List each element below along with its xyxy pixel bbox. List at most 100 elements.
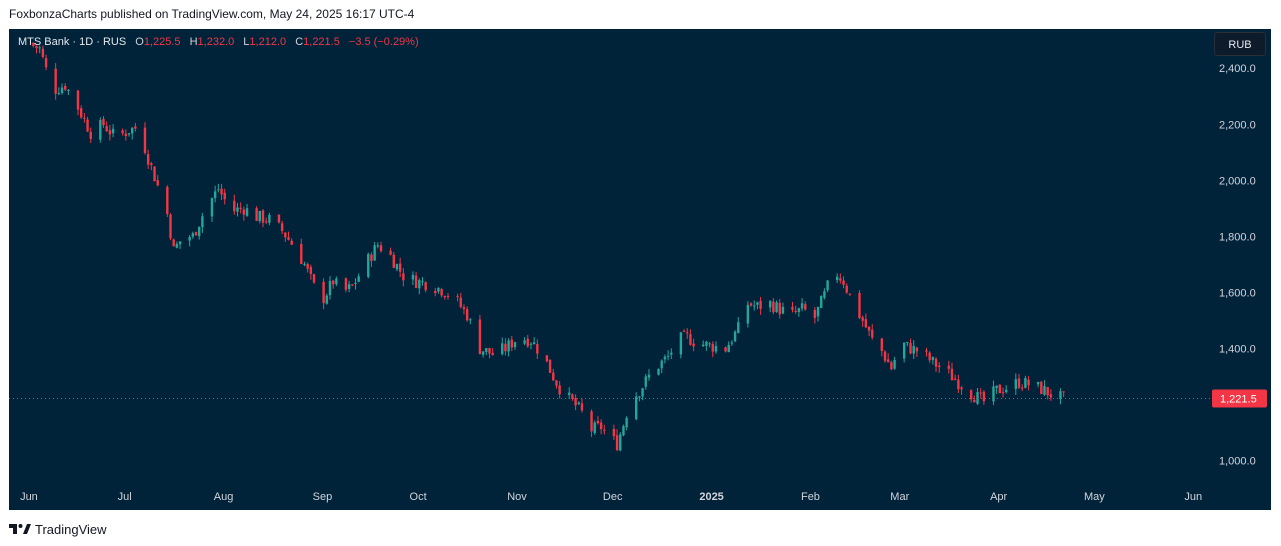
candle-body (373, 245, 376, 261)
candle-body (357, 276, 360, 282)
candle-body (532, 342, 536, 345)
candle-body (749, 303, 753, 306)
candle-body (555, 380, 558, 386)
candle-body (331, 280, 335, 285)
candle-body (775, 302, 778, 312)
last-price-label: 1,221.5 (1220, 394, 1257, 406)
candle-body (915, 347, 919, 352)
candle-body (906, 341, 909, 343)
candle-body (233, 200, 236, 212)
candle-body (191, 233, 195, 237)
candle-body (44, 58, 48, 68)
candle-body (153, 166, 156, 182)
x-tick-label: Jun (20, 491, 38, 503)
candle-body (513, 342, 517, 348)
candle-body (816, 306, 820, 317)
candle-body (124, 133, 128, 136)
candle-body (842, 280, 845, 285)
candle-body (1046, 387, 1049, 396)
candle-body (947, 365, 951, 369)
candle-body (459, 297, 462, 307)
candle-body (367, 254, 370, 277)
x-tick-label: Nov (507, 491, 527, 503)
candle-body (481, 351, 485, 355)
candle-body (1017, 378, 1021, 388)
candle-body (577, 402, 580, 405)
candle-body (622, 426, 625, 436)
candle-body (612, 428, 616, 437)
x-tick-label: 2025 (699, 491, 723, 503)
chart-pane[interactable] (9, 29, 1271, 510)
candle-body (558, 385, 561, 395)
candle-body (711, 343, 714, 352)
low-label: L (243, 36, 250, 48)
candle-body (446, 296, 450, 298)
candle-body (121, 130, 124, 134)
y-tick-label: 1,800.0 (1219, 231, 1256, 243)
candle-body (1020, 387, 1024, 389)
candle-body (880, 338, 884, 351)
candle-body (510, 339, 514, 348)
candle-body (727, 345, 730, 353)
candle-body (485, 348, 488, 352)
candle-body (928, 352, 931, 361)
candle-body (1040, 381, 1043, 394)
candle-body (64, 85, 67, 90)
x-tick-label: Oct (410, 491, 427, 503)
candle-body (424, 282, 427, 291)
candle-body (938, 365, 941, 368)
candle-body (1036, 382, 1040, 385)
candle-body (950, 368, 954, 381)
candle-body (568, 392, 571, 395)
candle-body (839, 278, 842, 281)
candle-body (60, 87, 64, 93)
candle-body (689, 334, 692, 345)
candle-body (255, 208, 258, 221)
candle-body (57, 93, 61, 95)
y-tick-label: 2,400.0 (1219, 63, 1256, 75)
candle-body (245, 208, 249, 216)
candle-body (217, 189, 220, 191)
candle-body (108, 130, 112, 135)
candle-body (127, 133, 131, 135)
candle-body (389, 250, 392, 255)
publisher-line: FoxbonzaCharts published on TradingView.… (9, 7, 415, 21)
candle-body (290, 240, 293, 245)
candle-body (156, 180, 159, 186)
candle-body (705, 341, 708, 346)
candle-body (478, 319, 482, 355)
candle-body (83, 117, 86, 119)
candle-body (347, 284, 351, 289)
symbol-label[interactable]: MTS Bank · 1D · RUS (18, 36, 127, 48)
x-tick-label: May (1084, 491, 1105, 503)
candle-body (440, 289, 443, 296)
candle-body (571, 394, 574, 399)
candle-body (175, 243, 179, 248)
candle-body (146, 154, 150, 165)
currency-button[interactable]: RUB (1214, 32, 1266, 56)
candle-body (54, 68, 57, 94)
candle-body (969, 390, 973, 400)
tradingview-brand: TradingView (35, 521, 107, 537)
candle-body (258, 211, 262, 221)
candle-body (804, 304, 807, 310)
candle-body (858, 292, 861, 319)
y-tick-label: 2,000.0 (1219, 175, 1256, 187)
candle-body (312, 274, 316, 283)
candle-body (1062, 391, 1065, 393)
candle-body (223, 192, 226, 200)
candle-body (552, 372, 555, 381)
candle-body (491, 352, 494, 356)
candle-body (615, 435, 619, 451)
candle-body (992, 386, 995, 402)
candle-body (213, 191, 217, 199)
candle-body (1059, 391, 1062, 399)
close-label: C (295, 36, 304, 48)
candle-body (79, 108, 83, 118)
tradingview-footer[interactable]: TradingView (9, 519, 107, 539)
candle-body (692, 343, 695, 347)
candle-body (89, 131, 92, 140)
last-price-tag (1212, 389, 1267, 408)
candle-body (32, 42, 35, 46)
